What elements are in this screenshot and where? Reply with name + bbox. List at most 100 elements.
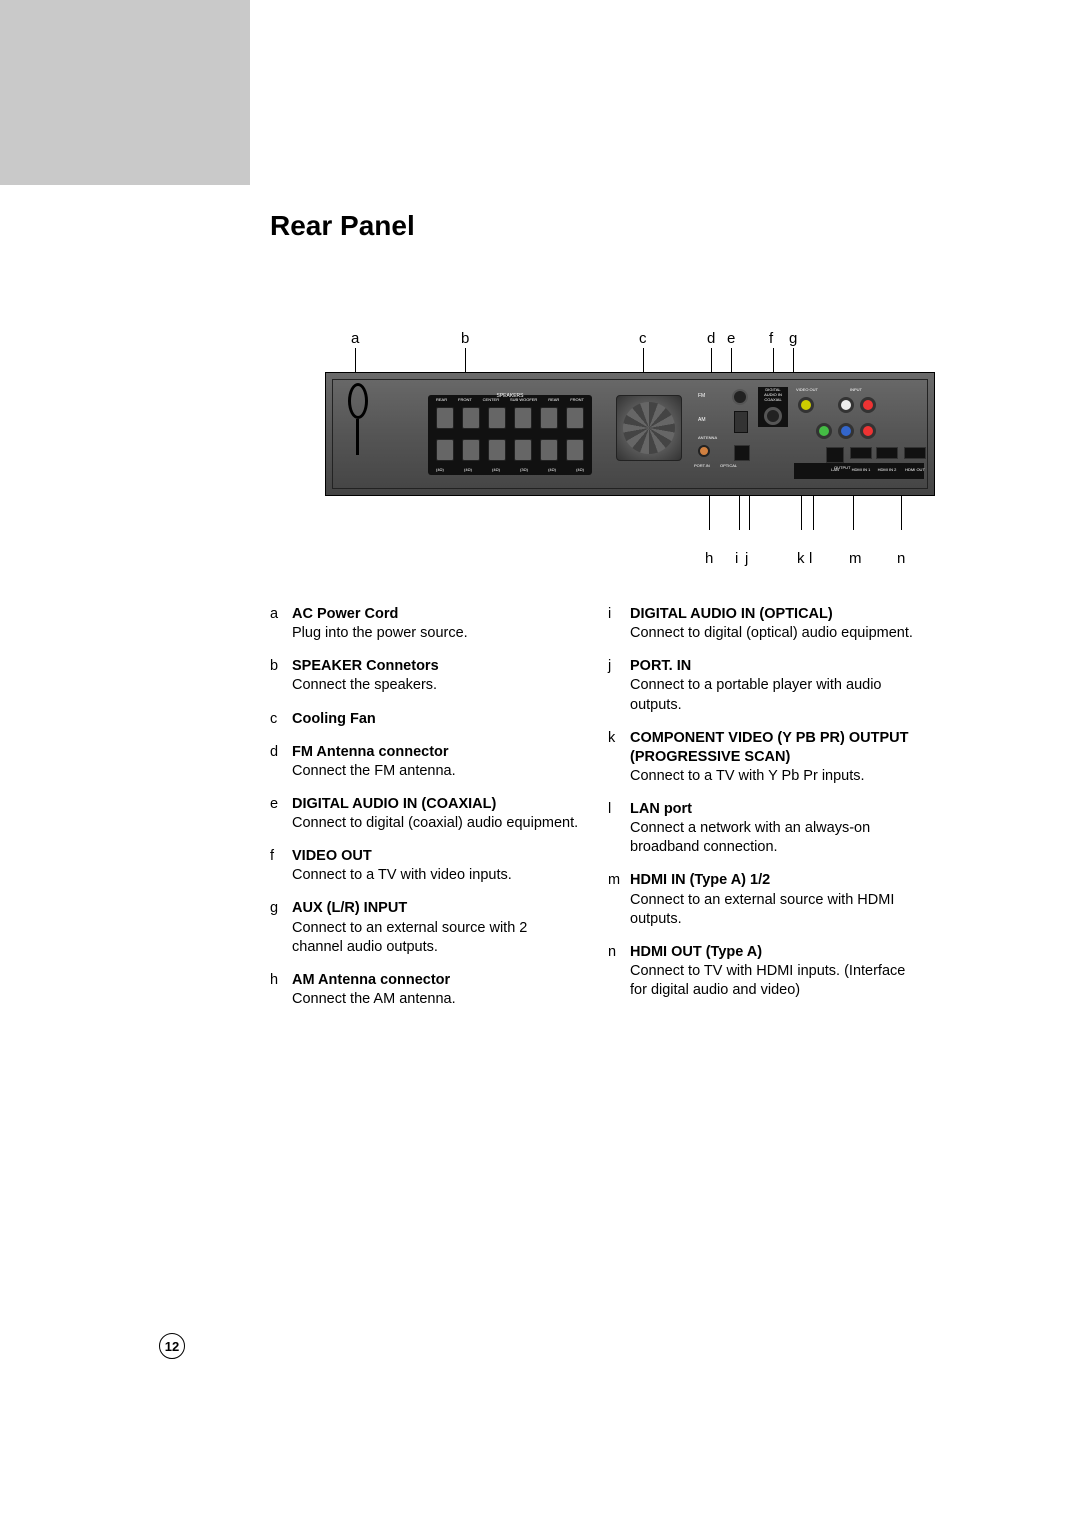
hdmiout-label: HDMI OUT [900, 467, 930, 472]
input-label: INPUT [850, 387, 862, 392]
pointer-line-d [711, 348, 712, 372]
pointer-letter-a: a [351, 330, 359, 347]
desc-letter: f [270, 847, 292, 885]
desc-body: HDMI OUT (Type A)Connect to TV with HDMI… [630, 943, 918, 1000]
speaker-col-label: REAR [436, 397, 447, 402]
comp-y-jack-icon [816, 423, 832, 439]
desc-body: VIDEO OUTConnect to a TV with video inpu… [292, 847, 580, 885]
speaker-ohm-label: (3Ω) [520, 467, 528, 472]
pointer-letter-h: h [705, 550, 713, 567]
desc-item-b: bSPEAKER ConnetorsConnect the speakers. [270, 657, 580, 695]
desc-text: Connect the speakers. [292, 676, 580, 695]
desc-text: Connect to digital (coaxial) audio equip… [292, 814, 580, 833]
desc-letter: d [270, 743, 292, 781]
desc-text: Connect to an external source with 2 cha… [292, 919, 580, 957]
hdmi2-label: HDMI IN 2 [872, 467, 902, 472]
desc-letter: m [608, 871, 630, 928]
desc-item-c: cCooling Fan [270, 710, 580, 729]
speaker-top-labels: REARFRONTCENTERSUB WOOFERREARFRONT [436, 397, 584, 402]
desc-letter: a [270, 605, 292, 643]
speaker-col-label: REAR [548, 397, 559, 402]
desc-title: PORT. IN [630, 657, 918, 676]
desc-title: HDMI IN (Type A) 1/2 [630, 871, 918, 890]
pointer-letter-e: e [727, 330, 735, 347]
desc-item-h: hAM Antenna connectorConnect the AM ante… [270, 971, 580, 1009]
desc-title: AM Antenna connector [292, 971, 580, 990]
pointer-line-c [643, 348, 644, 372]
desc-title: AC Power Cord [292, 605, 580, 624]
pointer-letter-f: f [769, 330, 773, 347]
speaker-ohm-label: (4Ω) [464, 467, 472, 472]
speaker-ohm-label: (4Ω) [548, 467, 556, 472]
pointer-line-e [731, 348, 732, 372]
desc-title: AUX (L/R) INPUT [292, 899, 580, 918]
pointer-letter-m: m [849, 550, 862, 567]
speaker-terminals: SPEAKERS REARFRONTCENTERSUB WOOFERREARFR… [428, 395, 592, 475]
desc-body: DIGITAL AUDIO IN (OPTICAL)Connect to dig… [630, 605, 918, 643]
desc-body: AC Power CordPlug into the power source. [292, 605, 580, 643]
speaker-col-label: FRONT [570, 397, 584, 402]
desc-item-m: mHDMI IN (Type A) 1/2Connect to an exter… [608, 871, 918, 928]
panel-body: SPEAKERS REARFRONTCENTERSUB WOOFERREARFR… [325, 372, 935, 496]
desc-title: LAN port [630, 800, 918, 819]
desc-title: FM Antenna connector [292, 743, 580, 762]
desc-body: LAN portConnect a network with an always… [630, 800, 918, 857]
port-in-jack-icon [698, 445, 710, 457]
desc-item-a: aAC Power CordPlug into the power source… [270, 605, 580, 643]
coaxial-jack-icon [764, 407, 782, 425]
pointer-line-j [749, 496, 750, 530]
desc-letter: k [608, 729, 630, 786]
lan-port-icon [826, 447, 844, 463]
desc-item-g: gAUX (L/R) INPUTConnect to an external s… [270, 899, 580, 956]
pointer-letter-c: c [639, 330, 647, 347]
fm-jack-icon [732, 389, 748, 405]
pointer-line-b [465, 348, 466, 372]
header-gray-block [0, 0, 250, 185]
coaxial-block: DIGITAL AUDIO IN COAXIAL [758, 387, 788, 427]
desc-letter: l [608, 800, 630, 857]
pointer-letter-k: k [797, 550, 805, 567]
speaker-col-label: FRONT [458, 397, 472, 402]
desc-item-i: iDIGITAL AUDIO IN (OPTICAL)Connect to di… [608, 605, 918, 643]
desc-letter: b [270, 657, 292, 695]
desc-body: AUX (L/R) INPUTConnect to an external so… [292, 899, 580, 956]
desc-item-k: kCOMPONENT VIDEO (Y PB PR) OUTPUT (PROGR… [608, 729, 918, 786]
rear-panel-diagram: abcdefg hijklmn SPEAKERS REARFRONTCENTER… [325, 330, 935, 550]
desc-item-n: nHDMI OUT (Type A)Connect to TV with HDM… [608, 943, 918, 1000]
desc-letter: c [270, 710, 292, 729]
desc-title: DIGITAL AUDIO IN (OPTICAL) [630, 605, 918, 624]
desc-item-e: eDIGITAL AUDIO IN (COAXIAL)Connect to di… [270, 795, 580, 833]
desc-title: HDMI OUT (Type A) [630, 943, 918, 962]
desc-text: Connect to a TV with video inputs. [292, 866, 580, 885]
desc-item-d: dFM Antenna connectorConnect the FM ante… [270, 743, 580, 781]
desc-text: Connect to a TV with Y Pb Pr inputs. [630, 767, 918, 786]
speaker-col-label: SUB WOOFER [510, 397, 537, 402]
pointer-letter-g: g [789, 330, 797, 347]
lan-label: LAN [826, 467, 844, 472]
desc-body: HDMI IN (Type A) 1/2Connect to an extern… [630, 871, 918, 928]
pointer-letter-d: d [707, 330, 715, 347]
speaker-bottom-labels: (4Ω)(4Ω)(4Ω)(3Ω)(4Ω)(4Ω) [436, 467, 584, 472]
am-clip-icon [734, 411, 748, 433]
comp-pb-jack-icon [838, 423, 854, 439]
pointer-line-n [901, 496, 902, 530]
desc-letter: j [608, 657, 630, 714]
desc-text: Connect to digital (optical) audio equip… [630, 624, 918, 643]
video-out-label: VIDEO OUT [796, 387, 818, 392]
desc-letter: n [608, 943, 630, 1000]
desc-body: Cooling Fan [292, 710, 580, 729]
optical-label: OPTICAL [720, 463, 737, 468]
page: Rear Panel abcdefg hijklmn SPEAKERS REAR… [0, 0, 1080, 1528]
desc-text: Connect the FM antenna. [292, 762, 580, 781]
video-out-jack-icon [798, 397, 814, 413]
pointer-line-g [793, 348, 794, 372]
desc-item-f: fVIDEO OUTConnect to a TV with video inp… [270, 847, 580, 885]
pointer-line-a [355, 348, 356, 372]
desc-letter: g [270, 899, 292, 956]
desc-letter: h [270, 971, 292, 1009]
speaker-ohm-label: (4Ω) [576, 467, 584, 472]
desc-item-l: lLAN portConnect a network with an alway… [608, 800, 918, 857]
desc-body: AM Antenna connectorConnect the AM anten… [292, 971, 580, 1009]
aux-r-jack-icon [860, 397, 876, 413]
desc-text: Plug into the power source. [292, 624, 580, 643]
